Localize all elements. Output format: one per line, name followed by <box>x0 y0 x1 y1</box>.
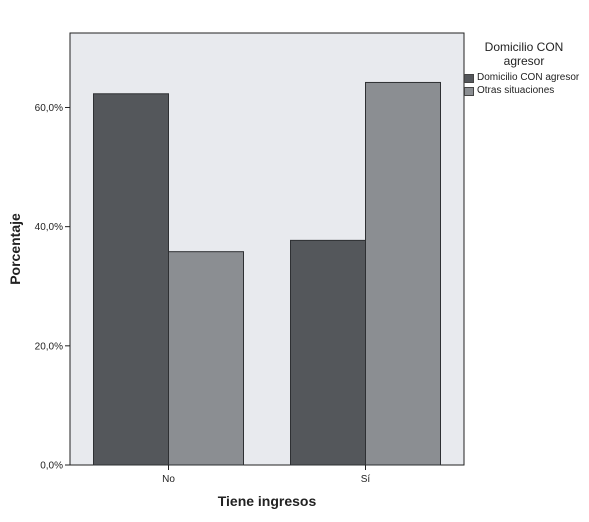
bar <box>168 251 244 466</box>
bar <box>365 81 441 466</box>
bar <box>93 93 169 466</box>
x-tick-label: No <box>162 474 175 485</box>
legend-label: Otras situaciones <box>477 85 555 96</box>
y-tick-label: 40,0% <box>35 222 63 233</box>
y-tick-label: 20,0% <box>35 341 63 352</box>
y-axis-label: Porcentaje <box>7 213 23 285</box>
y-axis-ticks: 0,0% 20,0% 40,0% 60,0% <box>35 103 70 472</box>
x-tick-label: Sí <box>361 474 371 485</box>
bars-group <box>93 81 441 466</box>
legend-item-domicilio-con-agresor: Domicilio CON agresor <box>464 72 584 84</box>
legend-swatch <box>464 86 474 96</box>
x-axis-label: Tiene ingresos <box>218 493 317 509</box>
legend-item-otras-situaciones: Otras situaciones <box>464 85 584 97</box>
legend-swatch <box>464 73 474 83</box>
x-axis-ticks: No Sí <box>162 465 370 485</box>
legend-title: Domicilio CON agresor <box>484 40 564 68</box>
bar <box>290 239 366 466</box>
legend: Domicilio CON agresor Domicilio CON agre… <box>464 40 584 98</box>
legend-label: Domicilio CON agresor <box>477 72 580 83</box>
y-tick-label: 0,0% <box>40 461 63 472</box>
y-tick-label: 60,0% <box>35 103 63 114</box>
